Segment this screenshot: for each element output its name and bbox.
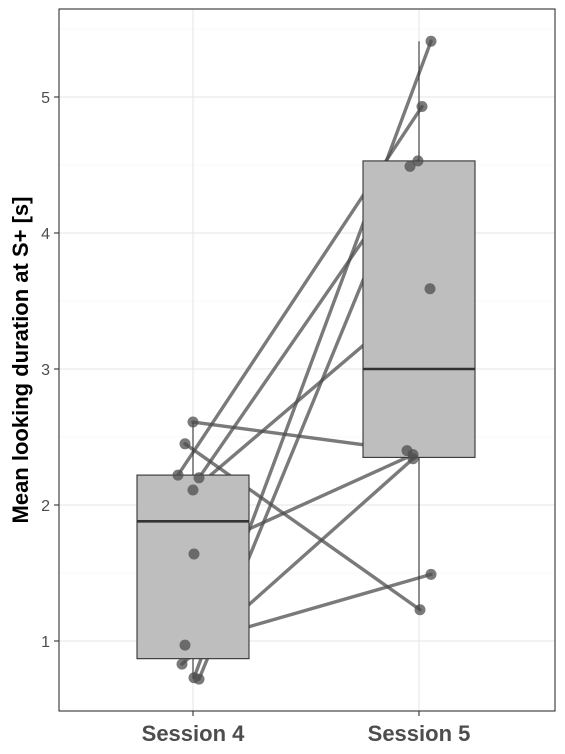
point-session-5 <box>416 101 428 113</box>
point-session-4 <box>187 416 199 428</box>
x-tick-label: Session 4 <box>142 721 245 746</box>
point-session-5 <box>414 604 426 616</box>
point-session-4 <box>188 548 200 560</box>
x-axis: Session 4 Session 5 <box>142 711 471 746</box>
box-iqr <box>362 160 476 458</box>
y-tick-label: 1 <box>41 634 50 651</box>
panel-background <box>59 9 555 711</box>
y-tick-label: 5 <box>41 90 50 107</box>
point-session-5 <box>424 283 436 295</box>
y-axis: 1 2 3 4 5 <box>41 90 59 651</box>
x-tick-label: Session 5 <box>368 721 471 746</box>
point-session-4 <box>179 438 191 450</box>
y-tick-label: 4 <box>41 226 50 243</box>
point-session-5 <box>404 160 416 172</box>
panel-border <box>58 8 556 712</box>
point-session-5 <box>425 568 437 580</box>
pair-line <box>183 442 422 612</box>
point-session-5 <box>425 35 437 47</box>
point-session-4 <box>172 469 184 481</box>
point-session-4 <box>193 673 205 685</box>
point-session-5 <box>412 155 424 167</box>
point-session-4 <box>187 484 199 496</box>
point-session-4 <box>179 639 191 651</box>
y-tick-label: 3 <box>41 362 50 379</box>
boxplots <box>136 41 476 678</box>
point-session-4 <box>176 658 188 670</box>
box-iqr <box>136 474 250 660</box>
y-axis-title: Mean looking duration at S+ [s] <box>8 197 33 524</box>
y-tick-label: 2 <box>41 498 50 515</box>
point-session-4 <box>193 472 205 484</box>
point-session-5 <box>407 453 419 465</box>
data-points <box>172 35 437 685</box>
